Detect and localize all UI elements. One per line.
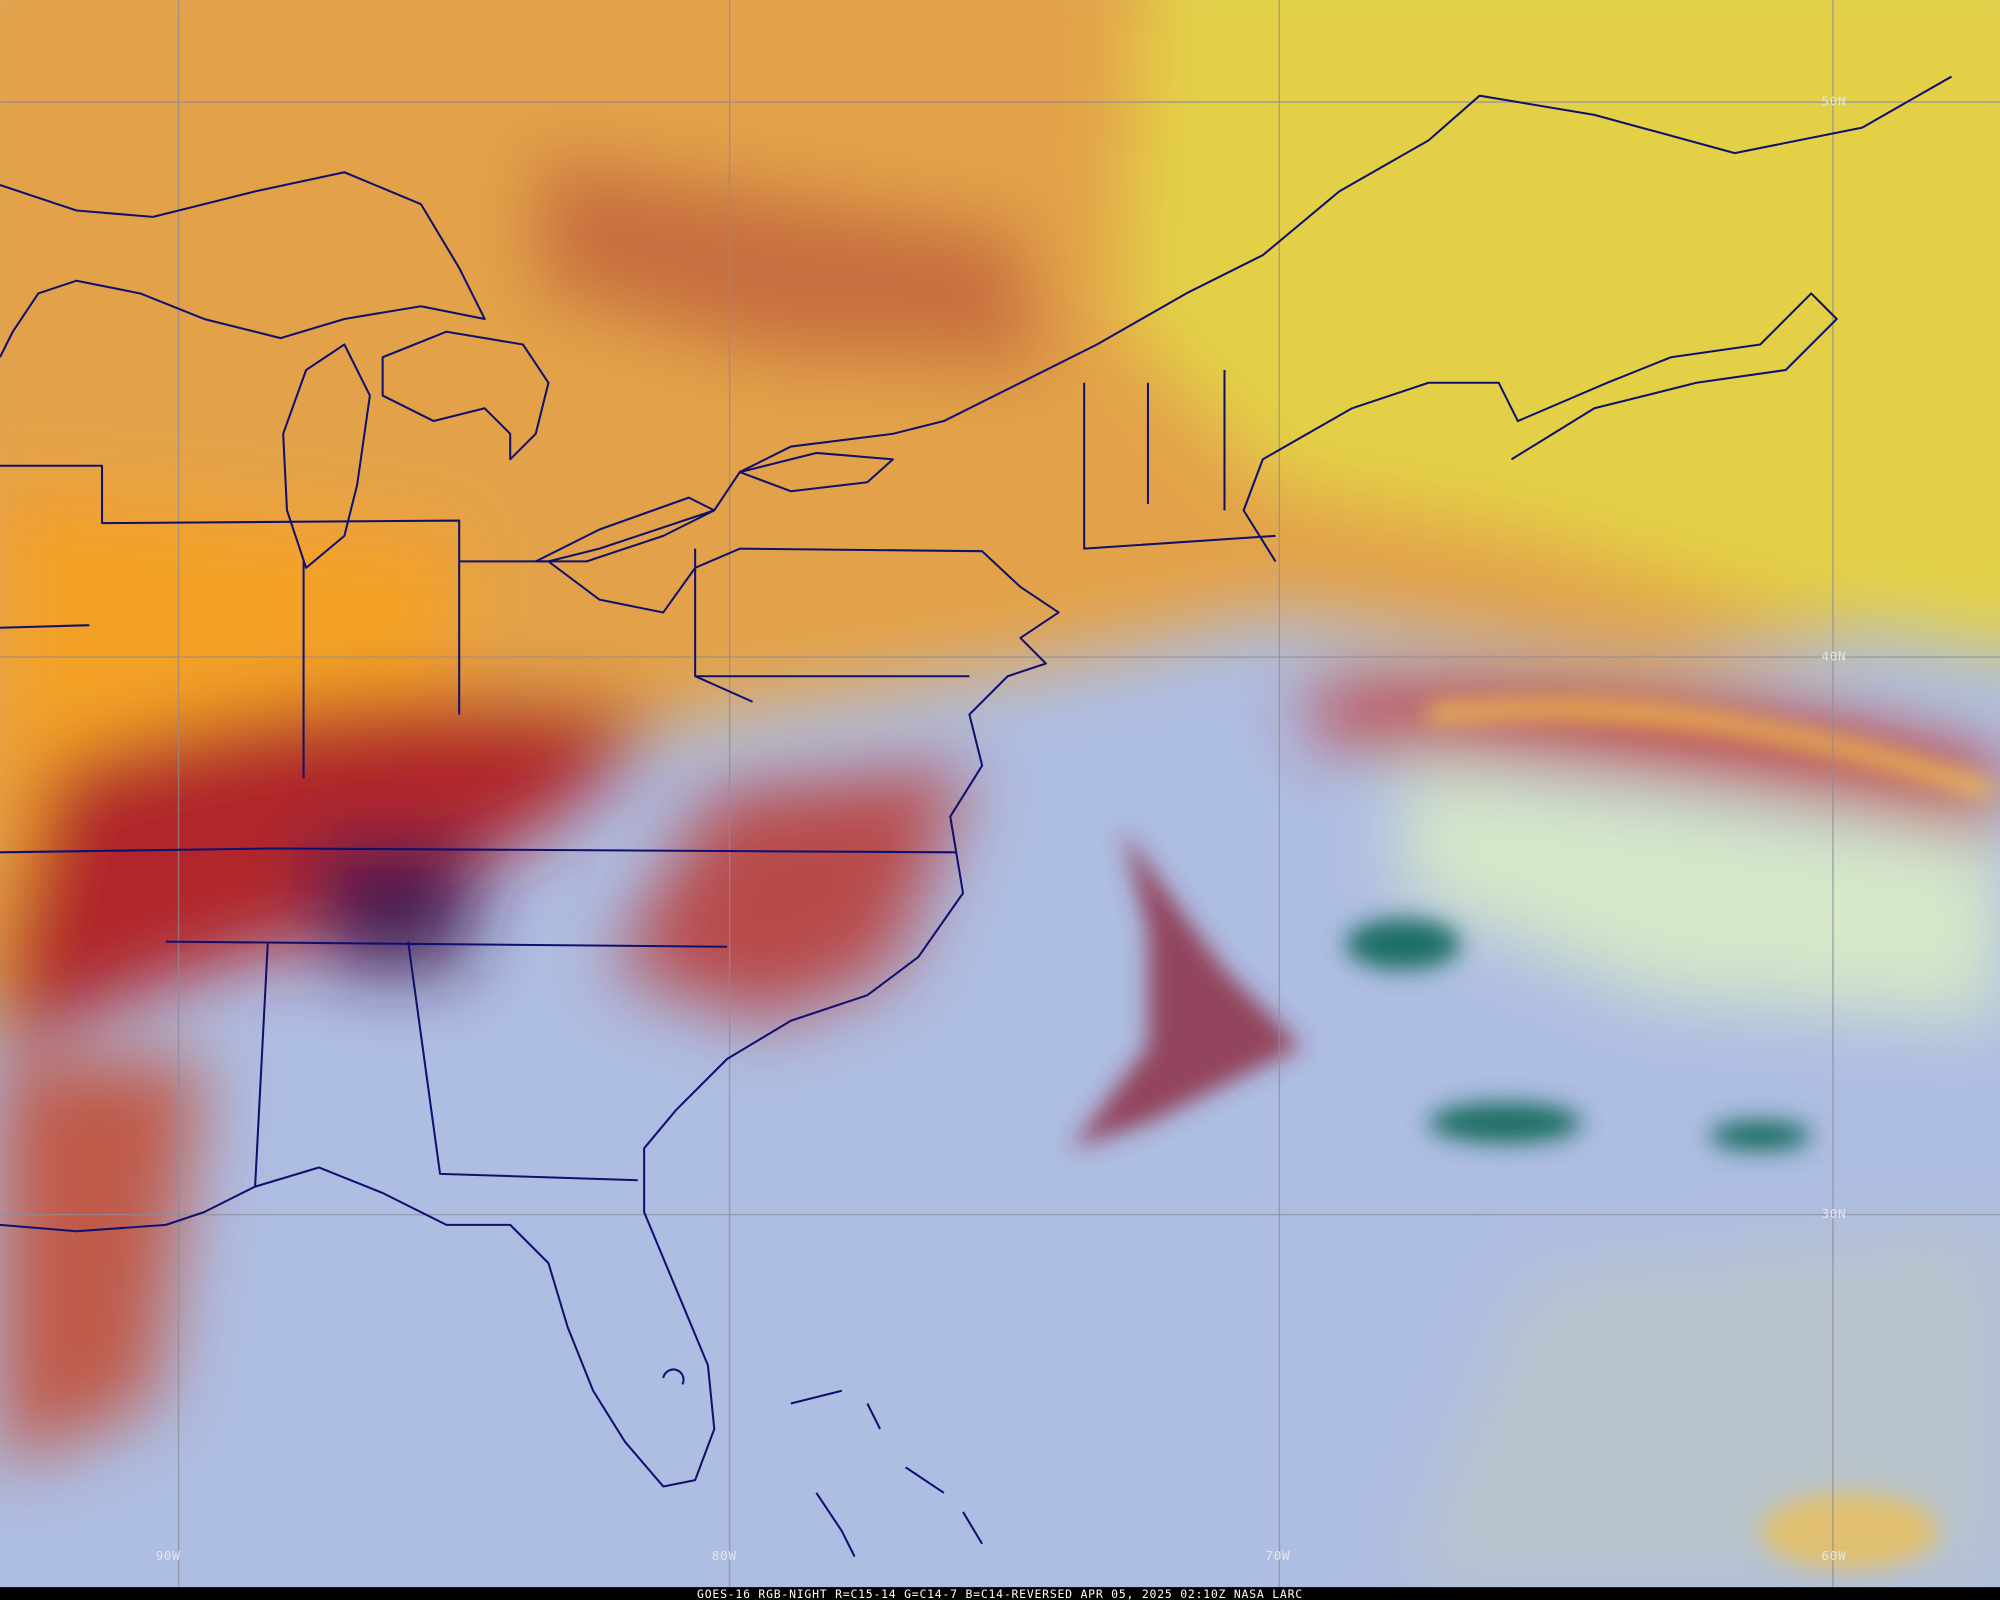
longitude-label: 70W	[1265, 1549, 1290, 1564]
footer-bar	[0, 1587, 2000, 1600]
coastline	[0, 75, 1953, 1488]
lake	[0, 171, 486, 358]
state-lines	[0, 370, 1276, 1187]
boundaries	[0, 75, 1953, 1558]
lake	[282, 343, 371, 569]
footer-caption: GOES-16 RGB-NIGHT R=C15-14 G=C14-7 B=C14…	[697, 1587, 1303, 1600]
labels: 50N 40N 30N 90W 80W 70W 60W	[156, 95, 1846, 1565]
longitude-label: 90W	[156, 1549, 181, 1564]
islands	[662, 1368, 984, 1558]
lake	[381, 330, 550, 461]
longitude-label: 60W	[1821, 1549, 1846, 1564]
lake	[534, 496, 716, 563]
lake	[738, 451, 894, 493]
latitude-label: 30N	[1821, 1207, 1846, 1222]
longitude-label: 80W	[712, 1549, 737, 1564]
latitude-label: 40N	[1821, 650, 1846, 665]
coastline	[1242, 292, 1838, 562]
latitude-label: 50N	[1821, 95, 1846, 110]
